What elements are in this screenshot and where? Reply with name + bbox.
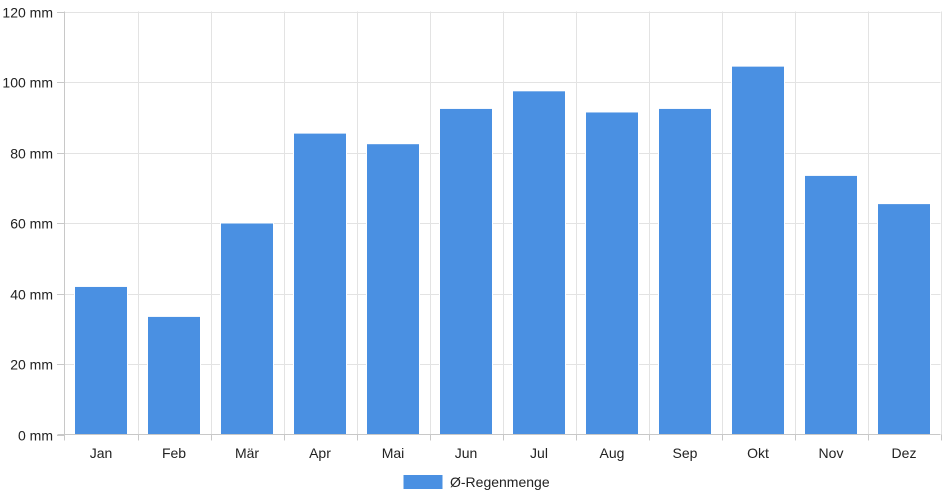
bar-series [74,65,931,436]
x-tick-label: Jul [530,445,548,461]
bar-jan[interactable] [74,285,128,436]
axes [57,11,942,441]
bar-sep[interactable] [658,107,712,435]
bar-aug[interactable] [585,111,639,436]
x-tick-label: Okt [747,445,769,461]
legend-swatch[interactable] [402,474,444,490]
y-tick-label: 120 mm [2,5,53,21]
x-tick-label: Jan [90,445,113,461]
x-tick-label: Dez [892,445,917,461]
y-tick-label: 40 mm [10,287,53,303]
y-tick-label: 0 mm [18,428,53,444]
y-tick-label: 100 mm [2,75,53,91]
bar-feb[interactable] [147,315,201,436]
x-tick-label: Nov [819,445,844,461]
x-tick-label: Jun [455,445,478,461]
legend[interactable]: Ø-Regenmenge [402,474,550,490]
x-tick-label: Mär [235,445,259,461]
x-axis-tick-labels: Jan Feb Mär Apr Mai Jun Jul Aug Sep Okt Nov Dez [90,445,917,461]
x-tick-label: Aug [600,445,625,461]
bar-mär[interactable] [220,222,274,435]
x-tick-label: Apr [309,445,331,461]
bar-okt[interactable] [731,65,785,435]
x-tick-label: Mai [382,445,405,461]
y-tick-label: 60 mm [10,216,53,232]
x-tick-label: Feb [162,445,186,461]
grid-lines [64,11,942,435]
bar-dez[interactable] [877,203,931,435]
bar-apr[interactable] [293,132,347,436]
x-tick-label: Sep [673,445,698,461]
bar-nov[interactable] [804,174,858,435]
bar-jul[interactable] [512,90,566,435]
bar-mai[interactable] [366,143,420,435]
y-tick-label: 20 mm [10,357,53,373]
legend-label[interactable]: Ø-Regenmenge [450,474,550,490]
y-axis-tick-labels: 0 mm 20 mm 40 mm 60 mm 80 mm 100 mm 120 mm [2,5,53,444]
y-tick-label: 80 mm [10,146,53,162]
bar-jun[interactable] [439,107,493,435]
